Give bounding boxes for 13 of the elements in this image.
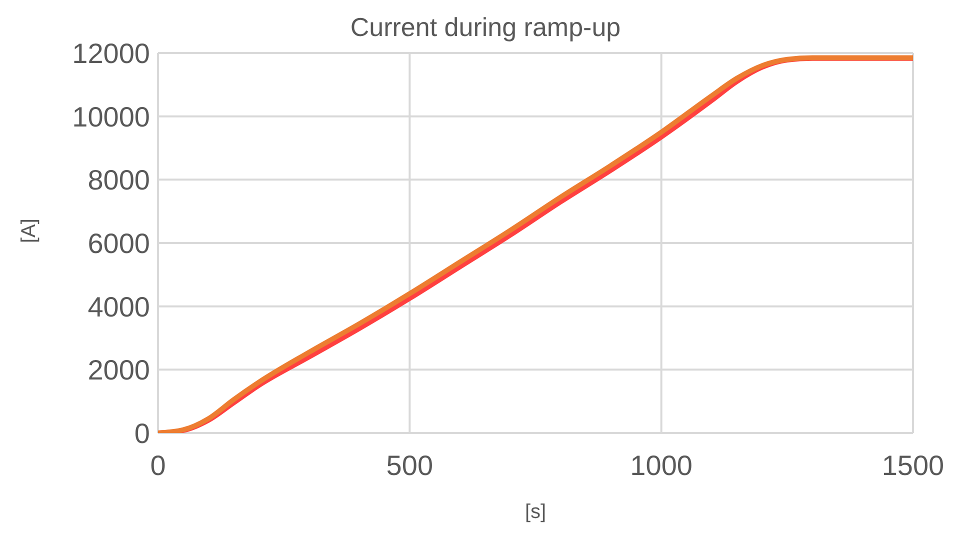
y-tick-label: 6000 <box>88 228 150 259</box>
y-tick-label: 2000 <box>88 354 150 386</box>
y-axis-title: [A] <box>18 218 40 243</box>
x-axis-title: [s] <box>524 501 546 523</box>
y-tick-label: 12000 <box>72 38 150 69</box>
x-tick-label: 500 <box>386 450 434 481</box>
chart-title: Current during ramp-up <box>350 12 621 42</box>
y-tick-label: 8000 <box>88 164 150 196</box>
x-tick-label: 1000 <box>630 450 692 481</box>
x-tick-label: 1500 <box>882 450 944 481</box>
y-tick-label: 10000 <box>72 101 150 132</box>
y-tick-label: 0 <box>134 418 150 449</box>
y-tick-label: 4000 <box>88 291 150 322</box>
